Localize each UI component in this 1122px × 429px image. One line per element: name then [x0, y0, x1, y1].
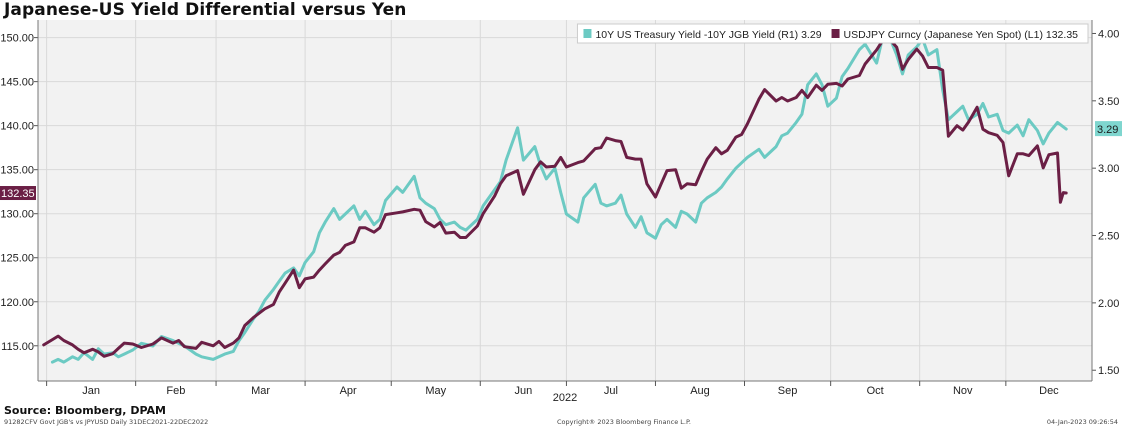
x-tick-label: Sep [778, 385, 798, 397]
x-tick-label: Jun [514, 385, 532, 397]
right-last-value-badge [1095, 121, 1122, 137]
series-group [42, 32, 1068, 364]
left-tick-label: 115.00 [1, 341, 34, 353]
x-axis: Jan Feb Mar Apr May Jun Jul Aug Sep Oct Nov Dec 2022 [38, 380, 1092, 404]
left-tick-label: 145.00 [0, 77, 34, 89]
legend: 10Y US Treasury Yield -10Y JGB Yield (R1… [576, 23, 1089, 44]
x-tick-label: Oct [867, 385, 884, 397]
left-tick-label: 120.00 [0, 297, 34, 309]
x-tick-label: May [425, 385, 446, 397]
right-axis: 1.50 2.00 2.50 3.00 3.50 4.00 [1091, 20, 1119, 381]
right-tick-label: 3.50 [1098, 96, 1119, 108]
x-tick-label: Apr [340, 385, 357, 397]
footer-center: Copyright® 2023 Bloomberg Finance L.P. [557, 418, 691, 426]
legend-swatch-2 [831, 29, 840, 38]
left-last-value-badge [0, 186, 36, 201]
legend-label-2: USDJPY Curncy (Japanese Yen Spot) (L1) 1… [844, 29, 1079, 41]
left-tick-label: 150.00 [0, 33, 34, 45]
left-tick-label: 125.00 [0, 253, 34, 265]
last-value-badges: 132.35 3.29 [0, 121, 1122, 201]
right-tick-label: 2.50 [1098, 231, 1119, 243]
left-axis: 115.00 120.00 125.00 130.00 135.00 140.00 145.… [0, 20, 39, 381]
legend-label-1: 10Y US Treasury Yield -10Y JGB Yield (R1… [595, 29, 821, 41]
right-tick-label: 1.50 [1098, 365, 1119, 377]
right-tick-label: 2.00 [1098, 298, 1119, 310]
chart-title: Japanese-US Yield Differential versus Ye… [4, 0, 407, 20]
footer-left: 91282CFV Govt JGB's vs JPYUSD Daily 31DE… [4, 418, 209, 426]
x-tick-label: Jan [82, 385, 100, 397]
x-tick-label: Aug [690, 385, 710, 397]
series-line-2 [42, 36, 1068, 358]
x-tick-label: Dec [1039, 385, 1059, 397]
right-last-value-label: 3.29 [1097, 124, 1118, 136]
left-tick-label: 130.00 [0, 209, 34, 221]
x-axis-label: 2022 [553, 392, 577, 404]
x-tick-label: Feb [166, 385, 185, 397]
x-tick-label: Mar [251, 385, 270, 397]
plot-area-bg [38, 20, 1092, 381]
x-tick-label: Nov [953, 385, 973, 397]
right-tick-label: 3.00 [1098, 163, 1119, 175]
source-note: Source: Bloomberg, DPAM [4, 404, 166, 417]
right-tick-label: 4.00 [1098, 28, 1119, 40]
x-tick-label: Jul [604, 385, 618, 397]
left-tick-label: 140.00 [0, 121, 34, 133]
left-tick-label: 135.00 [0, 165, 34, 177]
footer-right: 04-Jan-2023 09:26:54 [1046, 418, 1118, 426]
legend-swatch-1 [583, 29, 592, 38]
left-last-value-label: 132.35 [1, 188, 35, 200]
legend-box: 10Y US Treasury Yield -10Y JGB Yield (R1… [576, 23, 1089, 44]
